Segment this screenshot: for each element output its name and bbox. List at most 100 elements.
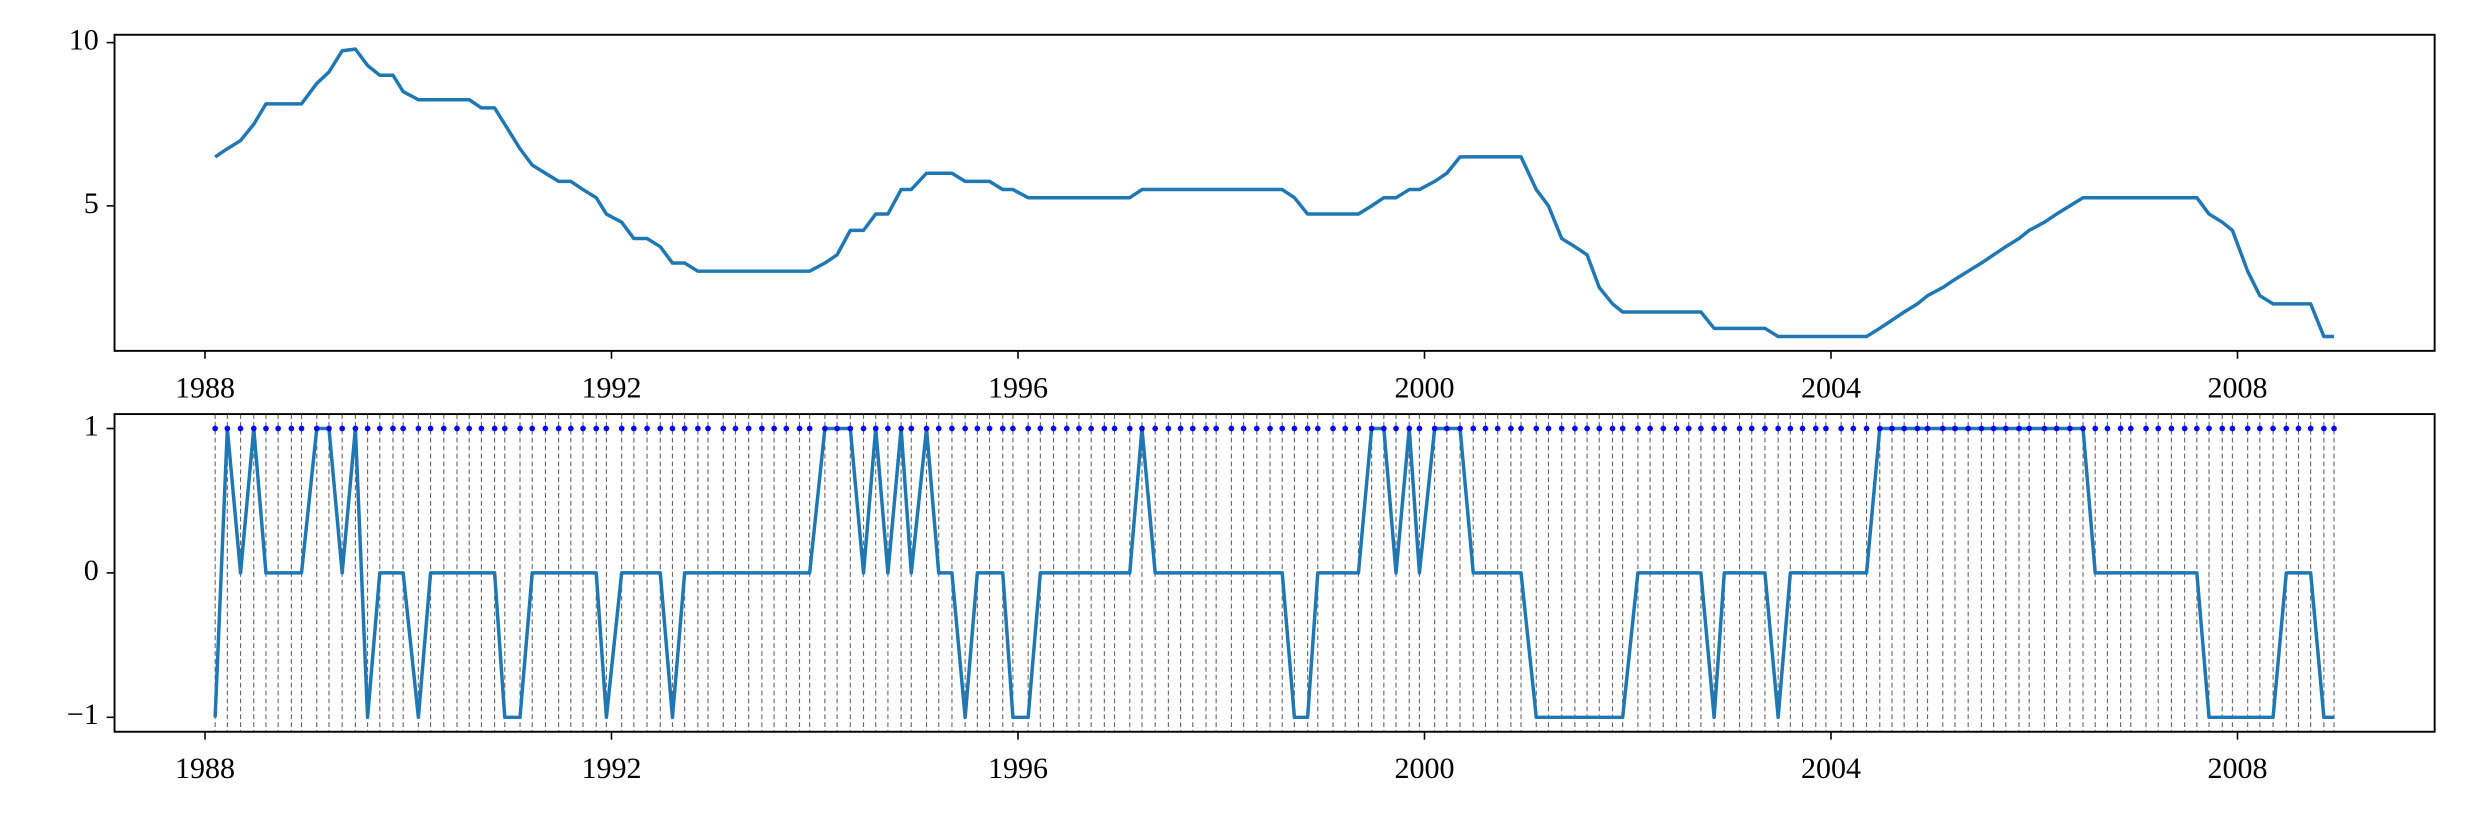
marker: [1990, 425, 1997, 432]
marker: [466, 425, 473, 432]
marker: [2219, 425, 2226, 432]
marker: [2257, 425, 2263, 432]
marker: [1775, 425, 1781, 432]
marker: [657, 425, 664, 432]
marker: [1088, 425, 1095, 432]
marker: [2295, 425, 2302, 432]
marker: [1101, 425, 1108, 432]
marker: [2041, 425, 2048, 432]
marker: [1076, 425, 1082, 432]
marker: [1924, 425, 1931, 432]
marker: [1152, 425, 1159, 432]
marker: [1177, 425, 1184, 432]
marker: [326, 425, 332, 432]
marker: [705, 425, 711, 432]
marker: [1330, 425, 1336, 432]
marker: [1111, 425, 1118, 432]
marker: [1457, 425, 1463, 432]
marker: [1240, 425, 1247, 432]
marker: [1291, 425, 1298, 432]
marker: [250, 425, 257, 432]
marker: [288, 425, 295, 432]
marker: [618, 425, 625, 432]
marker: [1304, 425, 1311, 432]
marker: [1228, 425, 1235, 432]
marker: [2155, 425, 2162, 432]
marker: [1470, 425, 1477, 432]
marker: [1368, 425, 1375, 432]
marker: [1393, 425, 1399, 432]
marker: [1823, 425, 1829, 432]
marker: [400, 425, 406, 432]
marker: [1609, 425, 1616, 432]
marker: [1914, 425, 1921, 432]
marker: [1863, 425, 1870, 432]
marker: [580, 425, 586, 432]
marker: [376, 425, 383, 432]
marker: [1416, 425, 1423, 432]
marker: [681, 425, 688, 432]
marker: [212, 425, 218, 432]
marker: [1126, 425, 1133, 432]
marker: [1050, 425, 1057, 432]
marker: [860, 425, 867, 432]
y-tick-label: 0: [84, 554, 99, 587]
x-tick-label: 1992: [581, 752, 641, 785]
marker: [1189, 425, 1196, 432]
marker: [630, 425, 637, 432]
marker: [1267, 425, 1273, 432]
marker: [1572, 425, 1578, 432]
marker: [1889, 425, 1895, 432]
x-tick-label: 1996: [988, 752, 1048, 785]
marker: [1660, 425, 1667, 432]
marker: [2321, 425, 2327, 432]
marker: [759, 425, 765, 432]
marker: [2092, 425, 2099, 432]
marker: [478, 425, 485, 432]
marker: [1939, 425, 1946, 432]
marker: [1037, 425, 1044, 432]
marker: [1619, 425, 1626, 432]
marker: [935, 425, 942, 432]
marker: [1978, 425, 1985, 432]
marker: [720, 425, 727, 432]
marker: [2117, 425, 2124, 432]
marker: [2270, 425, 2276, 432]
marker: [390, 425, 396, 432]
marker: [1010, 425, 1016, 432]
marker: [1799, 425, 1806, 432]
marker: [2181, 425, 2188, 432]
marker: [783, 425, 790, 432]
marker: [2283, 425, 2290, 432]
marker: [1533, 425, 1540, 432]
marker: [1213, 425, 1220, 432]
marker: [1762, 425, 1768, 432]
line: [213, 426, 2335, 720]
marker: [1025, 425, 1031, 432]
marker: [454, 425, 460, 432]
marker: [1545, 425, 1552, 432]
marker: [1596, 425, 1603, 432]
y-tick-label: 5: [84, 187, 99, 220]
marker: [491, 425, 498, 432]
marker: [1482, 425, 1489, 432]
marker: [1647, 425, 1653, 432]
marker: [771, 425, 777, 432]
marker: [1965, 425, 1972, 432]
line: [214, 47, 2335, 339]
marker: [1279, 425, 1286, 432]
marker: [1748, 425, 1755, 432]
marker: [2002, 425, 2009, 432]
marker: [1253, 425, 1260, 432]
marker: [313, 425, 320, 432]
marker: [1711, 425, 1717, 432]
marker: [1431, 425, 1438, 432]
marker: [1721, 425, 1728, 432]
marker: [298, 425, 305, 432]
marker: [806, 425, 813, 432]
marker: [1380, 425, 1387, 432]
marker: [1838, 425, 1844, 432]
marker: [974, 425, 981, 432]
marker: [1139, 425, 1145, 432]
x-tick-label: 1988: [175, 752, 235, 785]
